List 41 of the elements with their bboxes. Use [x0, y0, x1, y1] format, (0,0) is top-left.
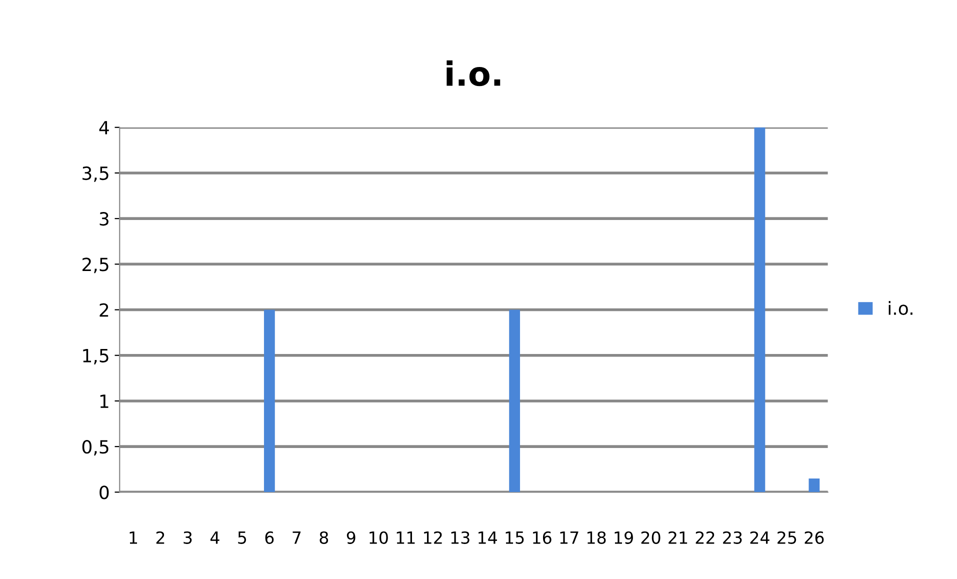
x-tick-label: 22	[696, 531, 714, 544]
y-tick-label: 3,5	[82, 166, 108, 182]
bar	[808, 478, 820, 492]
bar	[509, 310, 520, 492]
x-tick-label: 24	[750, 531, 770, 544]
x-tick-label: 4	[210, 532, 220, 544]
y-tick-label: 0,5	[82, 440, 108, 456]
x-tick-label: 26	[804, 531, 824, 544]
y-tick-label: 1	[100, 394, 108, 408]
x-tick-label: 2	[156, 531, 164, 544]
x-tick-label: 18	[588, 531, 606, 544]
x-tick-label: 6	[265, 531, 274, 544]
x-tick-label: 25	[778, 531, 796, 544]
x-tick-label: 21	[668, 531, 688, 544]
y-tick-label: 0	[100, 486, 109, 500]
x-tick-label: 11	[396, 532, 415, 544]
bar	[264, 310, 275, 492]
x-tick-label: 14	[478, 532, 498, 544]
x-tick-label: 23	[723, 531, 742, 544]
x-tick-label: 20	[641, 531, 660, 544]
y-tick-label: 2	[100, 303, 108, 317]
x-tick-label: 16	[533, 531, 552, 544]
y-tick-label: 1,5	[83, 349, 108, 364]
x-tick-label: 8	[320, 531, 328, 544]
chart-title: i.o.	[446, 60, 500, 86]
x-tick-label: 5	[238, 532, 246, 544]
x-tick-label: 7	[292, 532, 301, 544]
x-tick-label: 1	[130, 532, 138, 544]
x-tick-label: 3	[184, 531, 192, 544]
x-tick-label: 17	[560, 532, 578, 544]
x-tick-label: 13	[451, 531, 470, 544]
x-tick-label: 12	[424, 531, 442, 544]
x-tick-label: 9	[346, 531, 356, 544]
y-tick-label: 2,5	[82, 258, 108, 274]
legend-label: i.o.	[888, 301, 912, 316]
x-tick-label: 15	[506, 532, 524, 544]
bar	[754, 127, 766, 492]
x-tick-label: 19	[614, 531, 633, 544]
y-tick-label: 3	[100, 212, 108, 226]
x-tick-label: 10	[370, 531, 388, 544]
y-tick-label: 4	[99, 121, 109, 134]
